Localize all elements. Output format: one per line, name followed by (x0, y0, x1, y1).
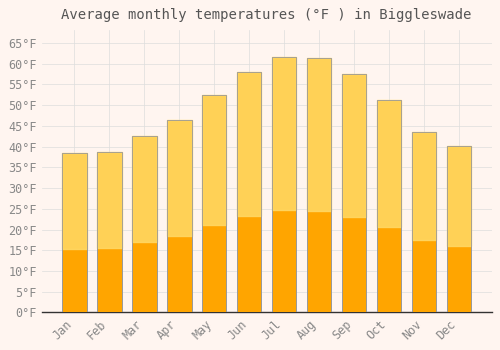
Bar (167, 120, 192, 236)
Bar (97, 152, 122, 248)
Bar (62, 153, 86, 313)
Bar (62, 153, 86, 248)
Bar (97, 152, 122, 313)
Bar (272, 57, 296, 313)
Bar (202, 95, 226, 313)
Bar (237, 72, 262, 313)
Bar (377, 100, 402, 313)
Bar (272, 57, 296, 210)
Bar (342, 74, 366, 313)
Bar (132, 136, 156, 313)
Bar (202, 95, 226, 225)
Bar (412, 132, 436, 313)
Bar (132, 136, 156, 313)
Bar (377, 100, 402, 313)
Bar (202, 95, 226, 313)
Bar (307, 58, 332, 313)
Bar (237, 72, 262, 216)
Bar (412, 132, 436, 240)
Bar (237, 72, 262, 313)
Bar (97, 152, 122, 313)
Bar (132, 136, 156, 242)
Bar (307, 58, 332, 313)
Bar (446, 146, 471, 313)
Bar (342, 74, 366, 217)
Bar (342, 74, 366, 313)
Title: Average monthly temperatures (°F ) in Biggleswade: Average monthly temperatures (°F ) in Bi… (62, 8, 472, 22)
Bar (167, 120, 192, 313)
Bar (446, 146, 471, 313)
Bar (412, 132, 436, 313)
Bar (446, 146, 471, 246)
Bar (377, 100, 402, 228)
Bar (307, 58, 332, 211)
Bar (272, 57, 296, 313)
Bar (62, 153, 86, 313)
Bar (167, 120, 192, 313)
